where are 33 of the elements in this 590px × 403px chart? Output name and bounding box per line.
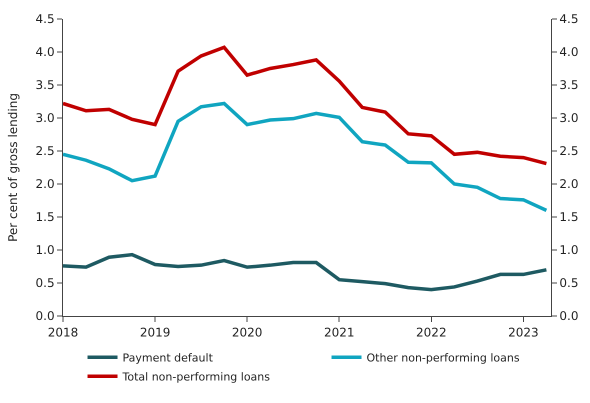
- y-tick-label: 0.5: [36, 276, 55, 290]
- x-tick-label: 2020: [232, 325, 262, 340]
- y-axis-title: Per cent of gross lending: [6, 93, 20, 242]
- y2-tick-label: 3.0: [559, 111, 578, 126]
- x-tick-label: 2022: [416, 325, 447, 340]
- y-tick-label: 2.5: [36, 144, 55, 158]
- y2-tick-label: 0.5: [559, 276, 578, 290]
- y2-tick-label: 1.0: [559, 243, 578, 258]
- y2-tick-label: 3.5: [559, 78, 578, 92]
- x-tick-label: 2019: [140, 325, 170, 340]
- line-series: [63, 102, 548, 212]
- y-tick-label: 3.5: [36, 78, 55, 92]
- y-tick-label: 1.0: [36, 243, 55, 258]
- x-tick-label: 2018: [48, 325, 78, 340]
- legend-label: Other non-performing loans: [366, 352, 520, 365]
- y-tick-label: 4.5: [36, 12, 55, 26]
- y-tick-label: 3.0: [36, 111, 55, 126]
- y2-tick-label: 4.0: [559, 45, 578, 60]
- line-series: [63, 252, 548, 292]
- y-tick-label: 0.0: [36, 309, 55, 324]
- legend-label: Total non-performing loans: [122, 370, 270, 384]
- x-tick-label: 2023: [508, 325, 539, 340]
- y2-tick-label: 0.0: [559, 309, 578, 324]
- y2-tick-label: 4.5: [559, 12, 578, 26]
- y2-tick-label: 2.0: [559, 177, 578, 192]
- y2-tick-label: 2.5: [559, 144, 578, 158]
- line-series: [63, 46, 548, 166]
- y-tick-label: 1.5: [36, 210, 55, 224]
- x-tick-label: 2021: [324, 325, 355, 340]
- y2-tick-label: 1.5: [559, 210, 578, 224]
- y-tick-label: 2.0: [36, 177, 55, 192]
- y-tick-label: 4.0: [36, 45, 55, 60]
- legend-label: Payment default: [122, 352, 214, 365]
